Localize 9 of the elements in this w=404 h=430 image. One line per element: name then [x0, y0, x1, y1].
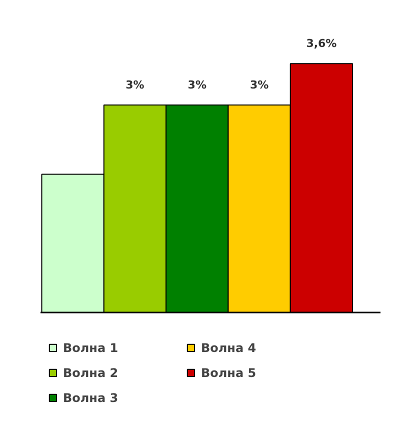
legend-label: Волна 2: [63, 364, 120, 381]
data-label: 3,6%: [306, 37, 337, 50]
data-label: 3%: [188, 78, 206, 92]
legend-label: Волна 1: [63, 340, 120, 356]
data-label: 3%: [126, 78, 144, 92]
legend-label: Волна 5: [201, 364, 258, 381]
legend-label: Волна 3: [63, 390, 120, 406]
legend-label: Волна 4: [201, 340, 258, 356]
data-label: 3%: [250, 78, 269, 92]
